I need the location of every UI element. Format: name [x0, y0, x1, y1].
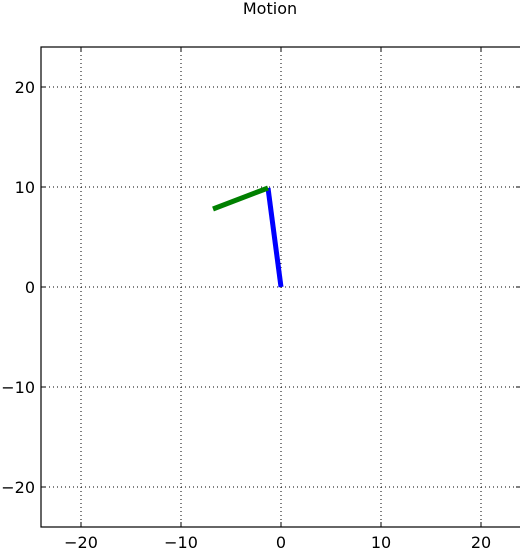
x-tick-label: −20 [64, 533, 98, 551]
x-tick-label: −10 [164, 533, 198, 551]
x-axis: −20 −10 0 10 20 [64, 47, 491, 551]
y-tick-label: −20 [1, 478, 35, 497]
x-tick-label: 0 [276, 533, 286, 551]
y-tick-label: 0 [25, 278, 35, 297]
series-line-2 [212, 185, 269, 212]
grid [41, 47, 520, 527]
x-tick-label: 20 [471, 533, 491, 551]
y-tick-label: 10 [15, 178, 35, 197]
series-group [212, 185, 284, 288]
y-axis: −20 −10 0 10 20 [1, 78, 520, 497]
y-tick-label: 20 [15, 78, 35, 97]
chart-title: Motion [243, 0, 297, 18]
x-tick-label: 10 [371, 533, 391, 551]
y-tick-label: −10 [1, 378, 35, 397]
series-line-1 [265, 187, 284, 288]
